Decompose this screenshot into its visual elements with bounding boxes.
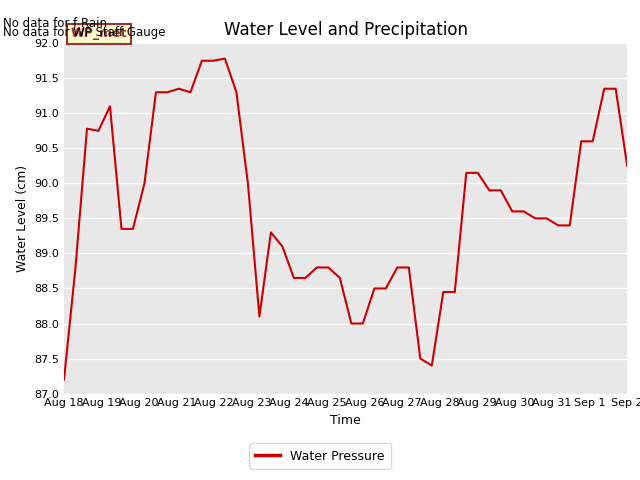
Y-axis label: Water Level (cm): Water Level (cm) (16, 165, 29, 272)
X-axis label: Time: Time (330, 414, 361, 427)
Text: No data for WP Staff Gauge: No data for WP Staff Gauge (3, 26, 166, 39)
Legend: Water Pressure: Water Pressure (249, 444, 391, 469)
Title: Water Level and Precipitation: Water Level and Precipitation (223, 21, 468, 39)
Text: No data for f Rain: No data for f Rain (3, 17, 108, 30)
Text: WP_met: WP_met (71, 27, 127, 40)
